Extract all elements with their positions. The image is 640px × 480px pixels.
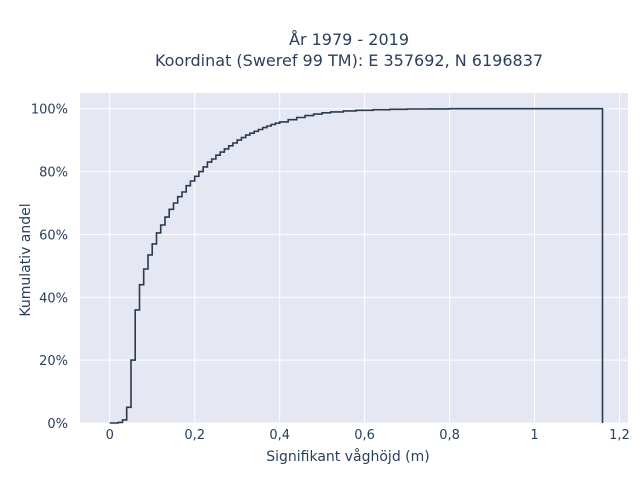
y-axis-title: Kumulativ andel: [18, 203, 34, 316]
x-tick-label: 0,2: [184, 428, 205, 443]
x-tick-label: 0,6: [354, 428, 375, 443]
x-tick-label: 1,2: [609, 428, 630, 443]
x-axis-ticks: 0 0,2 0,4 0,6 0,8 1 1,2: [106, 428, 630, 443]
chart-title-line-2: Koordinat (Sweref 99 TM): E 357692, N 61…: [155, 51, 543, 70]
cumulative-step-line: [109, 107, 604, 424]
y-tick-label: 0%: [47, 417, 68, 432]
y-tick-label: 20%: [39, 354, 68, 369]
x-tick-label: 1: [530, 428, 538, 443]
x-axis-title: Signifikant våghöjd (m): [266, 448, 429, 465]
y-tick-label: 80%: [39, 166, 68, 181]
grid-lines: [80, 93, 628, 424]
chart-title-line-1: År 1979 - 2019: [289, 30, 409, 49]
y-axis-ticks: 0% 20% 40% 60% 80% 100%: [31, 103, 68, 432]
x-tick-label: 0,4: [269, 428, 290, 443]
x-tick-label: 0,8: [439, 428, 460, 443]
y-tick-label: 100%: [31, 103, 68, 118]
series-layer: [109, 107, 604, 424]
x-tick-label: 0: [106, 428, 114, 443]
plot-area: [80, 93, 628, 423]
y-tick-label: 60%: [39, 228, 68, 243]
y-tick-label: 40%: [39, 291, 68, 306]
